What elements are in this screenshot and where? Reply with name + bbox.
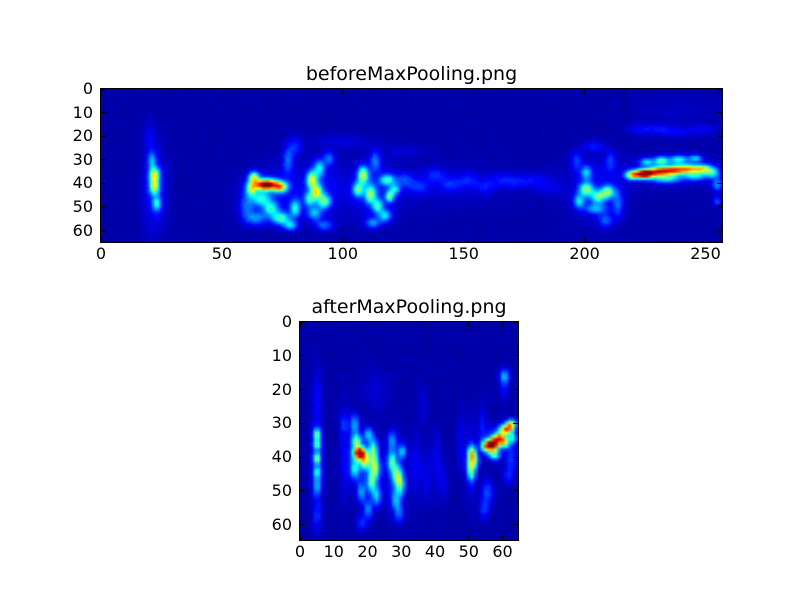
y-tick-mark xyxy=(101,206,106,208)
y-tick-mark xyxy=(717,88,722,90)
y-tick-label: 20 xyxy=(271,379,292,399)
y-tick-mark xyxy=(717,230,722,232)
y-tick-label: 50 xyxy=(72,196,93,216)
x-tick-mark xyxy=(333,322,335,327)
y-tick-mark xyxy=(513,389,518,390)
plot-title-after: afterMaxPooling.png xyxy=(311,296,507,318)
heatmap-image-before xyxy=(101,89,722,242)
x-tick-mark xyxy=(221,237,223,242)
x-tick-label: 60 xyxy=(492,542,513,561)
y-tick-mark xyxy=(513,321,518,323)
x-tick-mark xyxy=(468,322,470,327)
y-tick-label: 30 xyxy=(271,413,292,433)
y-tick-label: 30 xyxy=(72,149,93,169)
x-tick-label: 200 xyxy=(569,244,600,263)
y-tick-mark xyxy=(300,524,305,525)
x-tick-mark xyxy=(100,89,102,94)
x-tick-label: 0 xyxy=(294,542,306,561)
y-tick-mark xyxy=(300,321,305,323)
x-tick-mark xyxy=(221,89,223,94)
y-tick-mark xyxy=(717,135,722,137)
y-tick-label: 60 xyxy=(271,514,292,534)
x-tick-mark xyxy=(463,237,465,242)
y-tick-mark xyxy=(717,182,722,184)
x-tick-mark xyxy=(333,535,335,540)
y-tick-label: 60 xyxy=(72,220,93,240)
y-tick-mark xyxy=(300,355,305,357)
y-tick-mark xyxy=(101,182,106,184)
x-tick-mark xyxy=(434,535,436,540)
y-tick-mark xyxy=(717,159,722,161)
x-tick-mark xyxy=(342,237,344,242)
x-tick-mark xyxy=(468,535,470,540)
y-tick-mark xyxy=(101,159,106,161)
x-tick-mark xyxy=(367,535,368,540)
heatmap-image-after xyxy=(300,322,518,540)
y-tick-label: 0 xyxy=(82,79,93,98)
y-tick-mark xyxy=(717,112,722,114)
y-tick-mark xyxy=(513,422,518,424)
y-tick-mark xyxy=(717,206,722,208)
x-tick-mark xyxy=(299,322,301,327)
axes-before-maxpooling: beforeMaxPooling.png 0 50 100 150 200 250 0 10 2… xyxy=(73,63,723,262)
y-tick-label: 0 xyxy=(281,312,292,331)
x-tick-label: 10 xyxy=(323,542,344,561)
x-tick-mark xyxy=(400,535,402,540)
x-tick-label: 150 xyxy=(448,244,479,263)
y-tick-mark xyxy=(300,456,305,458)
y-tick-mark xyxy=(300,422,305,424)
x-tick-mark xyxy=(704,237,706,242)
y-tick-label: 50 xyxy=(271,480,292,500)
y-tick-mark xyxy=(513,524,518,525)
x-tick-mark xyxy=(584,89,586,94)
x-tick-mark xyxy=(367,322,368,327)
y-tick-mark xyxy=(101,88,106,90)
x-tick-mark xyxy=(342,89,344,94)
x-tick-mark xyxy=(584,237,586,242)
y-tick-mark xyxy=(513,456,518,458)
x-tick-mark xyxy=(434,322,436,327)
x-tick-mark xyxy=(400,322,402,327)
y-tick-mark xyxy=(513,355,518,357)
x-tick-mark xyxy=(299,535,301,540)
x-tick-label: 50 xyxy=(211,244,233,263)
y-tick-label: 20 xyxy=(72,126,93,146)
y-tick-label: 40 xyxy=(271,447,292,466)
x-tick-mark xyxy=(463,89,465,94)
y-tick-label: 10 xyxy=(72,102,93,122)
x-tick-label: 100 xyxy=(327,244,359,263)
x-tick-label: 50 xyxy=(458,542,479,561)
y-tick-label: 10 xyxy=(271,345,292,365)
y-tick-mark xyxy=(300,389,305,390)
x-tick-mark xyxy=(502,322,503,327)
x-tick-label: 30 xyxy=(391,542,412,561)
x-tick-mark xyxy=(502,535,503,540)
x-tick-mark xyxy=(100,237,102,242)
x-tick-label: 20 xyxy=(357,542,378,561)
y-tick-mark xyxy=(513,490,518,492)
y-tick-mark xyxy=(101,230,106,232)
x-tick-mark xyxy=(704,89,706,94)
axes-after-maxpooling: afterMaxPooling.png 0 10 20 30 40 50 60 0 10 20 30… xyxy=(272,296,519,560)
x-tick-label: 40 xyxy=(424,542,446,561)
y-tick-mark xyxy=(300,490,305,492)
x-tick-label: 250 xyxy=(690,244,721,263)
plot-title-before: beforeMaxPooling.png xyxy=(305,63,518,85)
y-tick-label: 40 xyxy=(72,173,93,193)
x-tick-label: 0 xyxy=(95,244,107,263)
y-tick-mark xyxy=(101,112,106,114)
y-tick-mark xyxy=(101,135,106,137)
